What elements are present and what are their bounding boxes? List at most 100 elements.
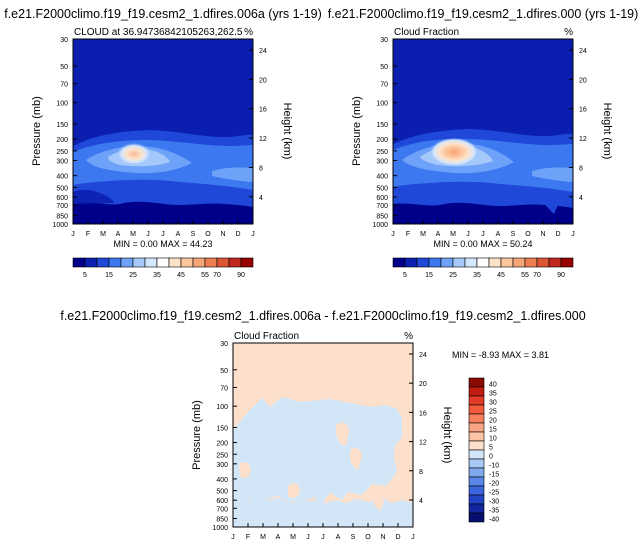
- panel-3: f.e21.F2000climo.f19_f19.cesm2_1.dfires.…: [60, 309, 585, 541]
- colorbar-swatch: [440, 257, 454, 268]
- panel-1-y2-axis-label: Height (km): [281, 103, 293, 160]
- colorbar-swatch: [468, 377, 485, 388]
- panel-2: f.e21.F2000climo.f19_f19.cesm2_1.dfires.…: [328, 7, 639, 279]
- colorbar-swatch: [416, 257, 430, 268]
- panel-1-height-ticks: 24 20 16 12 8 4: [249, 48, 267, 202]
- colorbar-label: 40: [489, 381, 497, 388]
- panel-2-variable-label: Cloud Fraction: [394, 27, 459, 38]
- colorbar-label: 35: [489, 390, 497, 397]
- colorbar-label: -40: [489, 516, 499, 523]
- pressure-tick-label: 100: [56, 101, 68, 108]
- height-tick-label: 12: [419, 440, 427, 447]
- month-tick-label: J: [71, 231, 75, 238]
- pressure-tick-label: 850: [376, 213, 388, 220]
- colorbar-swatch: [404, 257, 418, 268]
- colorbar-swatch: [120, 257, 134, 268]
- colorbar-label: 35: [153, 272, 161, 279]
- colorbar-label: 70: [533, 272, 541, 279]
- panel-2-units-label: %: [564, 27, 573, 38]
- panel-1: f.e21.F2000climo.f19_f19.cesm2_1.dfires.…: [4, 7, 322, 279]
- pressure-tick-label: 70: [380, 82, 388, 89]
- month-tick-label: M: [450, 231, 456, 238]
- height-tick-label: 4: [259, 195, 263, 202]
- colorbar-swatch: [468, 476, 485, 487]
- pressure-tick-label: 850: [216, 516, 228, 523]
- height-tick-label: 12: [579, 136, 587, 143]
- month-tick-label: J: [466, 231, 470, 238]
- colorbar-swatch: [468, 422, 485, 433]
- height-tick-label: 20: [419, 381, 427, 388]
- month-tick-label: J: [161, 231, 165, 238]
- month-tick-label: J: [481, 231, 485, 238]
- colorbar-label: -20: [489, 480, 499, 487]
- colorbar-swatch: [156, 257, 170, 268]
- height-tick-label: 20: [259, 77, 267, 84]
- month-tick-label: M: [100, 231, 106, 238]
- panel-2-y-axis-label: Pressure (mb): [351, 96, 363, 166]
- month-tick-label: N: [380, 534, 385, 541]
- pressure-tick-label: 50: [220, 368, 228, 375]
- month-tick-label: D: [235, 231, 240, 238]
- pressure-tick-label: 100: [376, 101, 388, 108]
- colorbar-swatch: [524, 257, 538, 268]
- colorbar-label: 5: [489, 444, 493, 451]
- month-tick-label: A: [176, 231, 181, 238]
- month-tick-label: O: [205, 231, 211, 238]
- pressure-tick-label: 700: [216, 506, 228, 513]
- colorbar-swatch: [204, 257, 218, 268]
- panel-3-units-label: %: [404, 331, 413, 342]
- colorbar-label: 30: [489, 399, 497, 406]
- pressure-tick-label: 150: [56, 122, 68, 129]
- colorbar-swatch: [476, 257, 490, 268]
- month-tick-label: A: [336, 534, 341, 541]
- pressure-tick-label: 600: [56, 195, 68, 202]
- colorbar-label: 25: [129, 272, 137, 279]
- month-tick-label: S: [191, 231, 196, 238]
- pressure-tick-label: 250: [216, 452, 228, 459]
- colorbar-swatch: [512, 257, 526, 268]
- colorbar-label: 0: [489, 453, 493, 460]
- colorbar-swatch: [488, 257, 502, 268]
- month-tick-label: M: [260, 534, 266, 541]
- colorbar-label: 5: [403, 272, 407, 279]
- month-tick-label: N: [540, 231, 545, 238]
- month-tick-label: D: [555, 231, 560, 238]
- pressure-tick-label: 250: [56, 149, 68, 156]
- pressure-tick-label: 50: [60, 64, 68, 71]
- panel-2-main-title: f.e21.F2000climo.f19_f19.cesm2_1.dfires.…: [328, 7, 639, 21]
- panel-2-y2-axis-label: Height (km): [601, 103, 613, 160]
- colorbar-swatch: [468, 386, 485, 397]
- month-tick-label: F: [86, 231, 90, 238]
- colorbar-swatch: [468, 494, 485, 505]
- pressure-tick-label: 150: [216, 425, 228, 432]
- panel-3-min-max: MIN = -8.93 MAX = 3.81: [452, 350, 549, 360]
- colorbar-swatch: [168, 257, 182, 268]
- pressure-tick-label: 400: [216, 477, 228, 484]
- panel-2-height-ticks: 24 20 16 12 8 4: [569, 48, 587, 202]
- colorbar-label: 15: [489, 426, 497, 433]
- panel-2-contour-field: [393, 39, 573, 224]
- panel-2-colorbar: 5 15 25 35 45 55 70 90: [392, 257, 574, 279]
- colorbar-label: 55: [201, 272, 209, 279]
- pressure-tick-label: 50: [380, 64, 388, 71]
- height-tick-label: 24: [419, 352, 427, 359]
- colorbar-swatch: [468, 404, 485, 415]
- colorbar-label: -10: [489, 462, 499, 469]
- colorbar-label: -25: [489, 489, 499, 496]
- colorbar-label: 15: [105, 272, 113, 279]
- colorbar-label: 15: [425, 272, 433, 279]
- pressure-tick-label: 200: [216, 441, 228, 448]
- colorbar-swatch: [468, 440, 485, 451]
- colorbar-swatch: [468, 431, 485, 442]
- pressure-tick-label: 400: [376, 174, 388, 181]
- colorbar-swatch: [560, 257, 574, 268]
- colorbar-swatch: [452, 257, 466, 268]
- pressure-tick-label: 1000: [372, 222, 388, 229]
- pressure-tick-label: 200: [376, 137, 388, 144]
- month-tick-label: D: [395, 534, 400, 541]
- pressure-tick-label: 500: [216, 489, 228, 496]
- pressure-tick-label: 300: [56, 158, 68, 165]
- colorbar-swatch: [468, 458, 485, 469]
- panel-3-colorbar: 40 35 30 25 20 15 10 5 0 -10 -15 -20 -25 -30 -35 -40: [468, 377, 499, 523]
